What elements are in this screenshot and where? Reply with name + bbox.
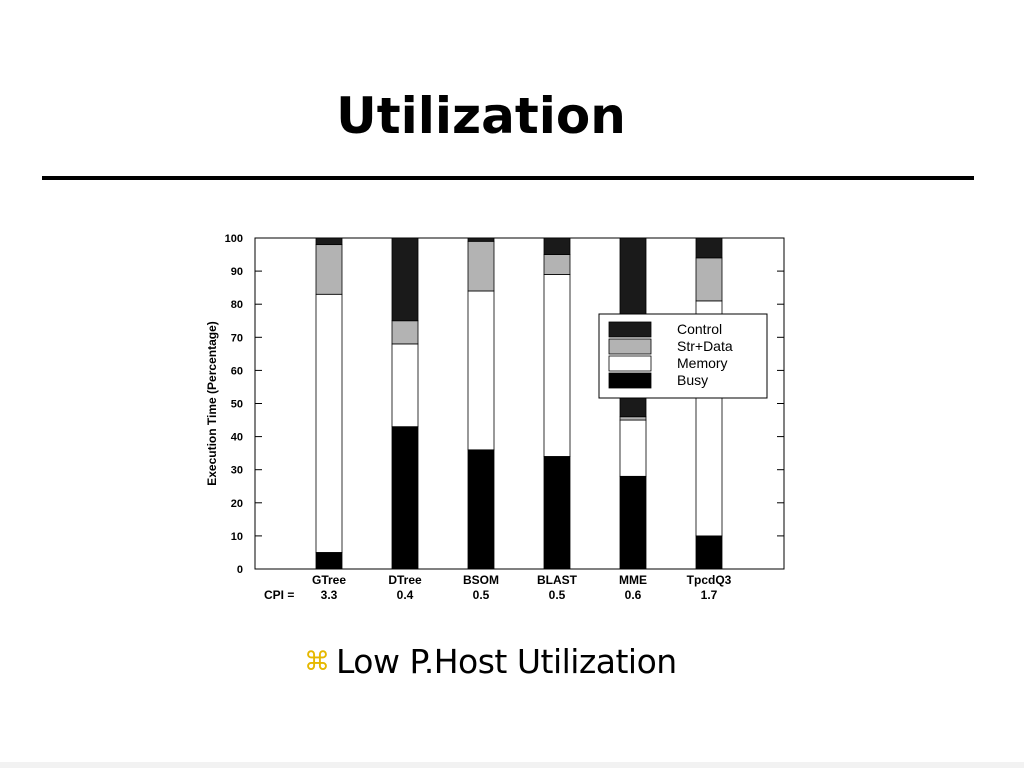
cpi-value: 0.5 [473,588,490,602]
legend-swatch [608,338,652,355]
bar-segment-control [391,237,419,322]
bar-segment-memory [391,343,419,428]
x-tick-label: BSOM [463,573,499,587]
bar-segment-str-data [543,254,571,275]
y-tick-label: 20 [231,498,243,510]
y-tick-label: 40 [231,432,243,444]
bar-segment-memory [543,274,571,457]
bar-segment-busy [467,449,495,570]
legend-label: Memory [677,355,728,371]
slide-title: Utilization [336,87,626,145]
bar-segment-str-data [619,416,647,421]
y-tick-label: 80 [231,299,243,311]
command-key-icon: ⌘ [304,647,330,677]
bar-segment-control [543,237,571,255]
bar-segment-busy [315,552,343,570]
cpi-value: 0.5 [549,588,566,602]
legend-label: Str+Data [677,338,733,354]
bullet-text: Low P.Host Utilization [336,642,677,681]
bar-segment-str-data [315,244,343,295]
bar-segment-busy [619,475,647,570]
bar-segment-busy [695,535,723,570]
cpi-label: CPI = [264,588,294,602]
bar-segment-str-data [391,320,419,345]
cpi-value: 0.4 [397,588,414,602]
y-tick-label: 90 [231,266,243,278]
cpi-value: 3.3 [321,588,338,602]
footer-band [0,762,1024,768]
bullet-point: ⌘ Low P.Host Utilization [304,638,677,686]
y-tick-label: 70 [231,332,243,344]
x-tick-label: BLAST [537,573,578,587]
bar-segment-control [695,237,723,259]
y-tick-label: 60 [231,365,243,377]
y-tick-label: 10 [231,531,243,543]
stacked-bar-chart: 0 10 20 30 40 50 60 70 80 90 100 Execution Time (Pe… [205,233,785,602]
y-tick-label: 0 [237,564,243,576]
y-tick-label: 30 [231,465,243,477]
x-tick-label: MME [619,573,647,587]
cpi-value: 1.7 [701,588,718,602]
bar-segment-busy [391,426,419,570]
x-tick-label: GTree [312,573,346,587]
bar-segment-control [315,237,343,246]
bar-segment-str-data [695,257,723,302]
bar-segment-str-data [467,240,495,292]
x-tick-label: TpcdQ3 [687,573,732,587]
bar-segment-memory [315,293,343,553]
y-tick-label: 100 [225,233,243,245]
cpi-value: 0.6 [625,588,642,602]
legend-swatch [608,355,652,372]
title-divider [42,176,974,180]
bar-segment-busy [543,456,571,570]
bar-segment-memory [619,419,647,477]
x-tick-label: DTree [388,573,422,587]
legend-swatch [608,321,652,338]
y-tick-label: 50 [231,399,243,411]
y-axis-label: Execution Time (Percentage) [205,321,219,486]
legend-label: Busy [677,372,708,388]
bar-segment-memory [467,290,495,451]
legend-swatch [608,372,652,389]
legend-label: Control [677,321,722,337]
bar-segment-control [467,237,495,242]
